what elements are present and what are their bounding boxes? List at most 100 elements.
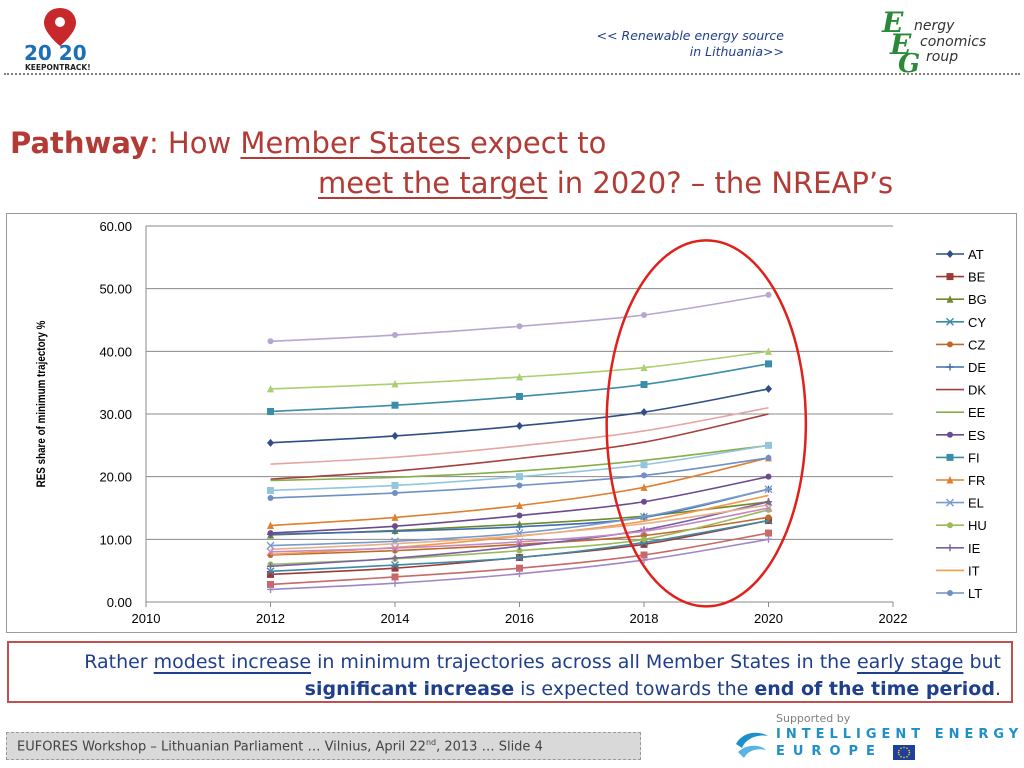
legend-label: AT bbox=[968, 247, 984, 262]
data-point-marker bbox=[267, 407, 274, 415]
data-point-marker bbox=[641, 536, 647, 543]
data-point-marker bbox=[392, 489, 398, 496]
x-tick-label: 2018 bbox=[630, 611, 659, 626]
data-point-marker bbox=[515, 553, 524, 562]
data-point-marker bbox=[266, 567, 275, 576]
title-bold: Pathway bbox=[10, 126, 149, 160]
header-caption-line1: << Renewable energy source bbox=[596, 28, 784, 43]
legend-label: BE bbox=[968, 270, 986, 285]
logo-2020-tag: KEEPONTRACK! bbox=[25, 63, 91, 72]
x-tick-label: 2012 bbox=[256, 611, 285, 626]
callout-line1: Rather modest increase in minimum trajec… bbox=[84, 651, 1001, 673]
iee-swirl-icon bbox=[736, 732, 768, 758]
callout-p3: in minimum trajectories across all Membe… bbox=[311, 651, 857, 673]
supported-by-label: Supported by bbox=[776, 712, 851, 725]
nreap-trajectory-chart: 0.00 10.00 20.00 30.00 40.00 50.00 60.00 2010 20… bbox=[35, 219, 987, 626]
legend-label: CY bbox=[968, 315, 986, 330]
data-point-marker bbox=[765, 291, 772, 298]
data-point-marker bbox=[946, 363, 954, 371]
data-point-marker bbox=[640, 483, 648, 491]
series-line bbox=[270, 406, 769, 465]
data-point-marker bbox=[516, 547, 523, 554]
legend-label: FR bbox=[968, 473, 985, 488]
legend-label: HU bbox=[968, 518, 987, 533]
y-tick-label: 10.00 bbox=[99, 532, 132, 547]
callout-p6: significant increase bbox=[304, 678, 515, 700]
logo-2020-keepontrack: 20 20 KEEPONTRACK! bbox=[24, 8, 91, 72]
data-point-marker bbox=[640, 551, 648, 559]
page-title-line2: meet the target in 2020? – the NREAP’s bbox=[318, 166, 893, 200]
series-line bbox=[270, 504, 769, 551]
series-line-ee bbox=[270, 444, 769, 482]
data-point-marker bbox=[267, 338, 274, 345]
data-point-marker bbox=[391, 554, 399, 562]
header-caption-line2: in Lithuania>> bbox=[689, 44, 784, 59]
data-point-marker bbox=[267, 384, 274, 393]
data-point-marker bbox=[516, 323, 523, 330]
callout-p9: . bbox=[994, 678, 1001, 700]
data-point-marker bbox=[516, 473, 523, 481]
footer-text: EUFORES Workshop – Lithuanian Parliament… bbox=[17, 738, 543, 754]
data-point-marker bbox=[764, 485, 773, 494]
logo-2020-text: 20 20 bbox=[24, 41, 87, 65]
data-point-marker bbox=[391, 513, 399, 521]
title-underlined2: meet the target bbox=[318, 166, 548, 200]
data-point-marker bbox=[640, 556, 648, 564]
callout-p5: but bbox=[963, 651, 1001, 673]
data-point-marker bbox=[765, 498, 772, 506]
data-point-marker bbox=[640, 526, 648, 534]
x-tick-label: 2022 bbox=[879, 611, 908, 626]
data-point-marker bbox=[946, 250, 954, 258]
legend-label: LT bbox=[968, 586, 982, 601]
footer-text-a: EUFORES Workshop – Lithuanian Parliament… bbox=[17, 739, 426, 755]
header-divider bbox=[4, 73, 1020, 75]
data-point-marker bbox=[765, 529, 772, 537]
data-point-marker bbox=[516, 523, 523, 531]
highlight-ellipse bbox=[605, 239, 808, 608]
data-point-marker bbox=[515, 537, 524, 546]
eeg-line1: nergy bbox=[914, 18, 955, 34]
data-point-marker bbox=[946, 476, 954, 484]
data-point-marker bbox=[765, 441, 772, 449]
data-point-marker bbox=[946, 273, 954, 281]
data-point-marker bbox=[641, 472, 647, 479]
data-point-marker bbox=[391, 379, 399, 388]
energy-economics-group-logo: E E G nergy conomics roup bbox=[881, 6, 986, 74]
chart-frame bbox=[6, 213, 1017, 633]
data-point-marker bbox=[391, 431, 399, 440]
eeg-letter-e2: E bbox=[889, 28, 912, 61]
x-tick-label: 2020 bbox=[754, 611, 783, 626]
eeg-letter-e1: E bbox=[881, 6, 904, 39]
data-point-marker bbox=[392, 523, 398, 530]
data-point-marker bbox=[391, 564, 399, 572]
data-point-marker bbox=[641, 498, 647, 505]
data-point-marker bbox=[267, 580, 274, 588]
callout-p4: early stage bbox=[856, 651, 964, 673]
data-point-marker bbox=[947, 522, 953, 529]
y-tick-label: 20.00 bbox=[99, 470, 132, 485]
data-point-marker bbox=[516, 421, 523, 430]
y-axis-title: RES share of minimum trajectory % bbox=[35, 320, 48, 487]
data-point-marker bbox=[946, 453, 954, 461]
x-tick-label: 2010 bbox=[132, 611, 161, 626]
y-tick-label: 50.00 bbox=[99, 282, 132, 297]
data-point-marker bbox=[640, 461, 648, 469]
legend-label: BG bbox=[968, 292, 987, 307]
x-tick-label: 2016 bbox=[505, 611, 534, 626]
data-point-marker bbox=[765, 535, 772, 543]
data-point-marker bbox=[267, 585, 274, 593]
data-point-marker bbox=[516, 570, 523, 578]
data-point-marker bbox=[640, 408, 648, 417]
callout-p1: Rather bbox=[84, 651, 154, 673]
y-tick-label: 40.00 bbox=[99, 344, 132, 359]
legend-label: EE bbox=[968, 405, 986, 420]
data-point-marker bbox=[765, 473, 772, 480]
data-point-marker bbox=[516, 501, 523, 509]
title-underlined1: Member States bbox=[240, 126, 471, 160]
data-point-marker bbox=[765, 514, 772, 521]
data-point-marker bbox=[391, 579, 399, 587]
footer-text-b: , 2013 … Slide 4 bbox=[436, 739, 543, 755]
data-point-marker bbox=[947, 590, 953, 596]
data-point-marker bbox=[516, 373, 523, 381]
data-point-marker bbox=[946, 498, 954, 507]
